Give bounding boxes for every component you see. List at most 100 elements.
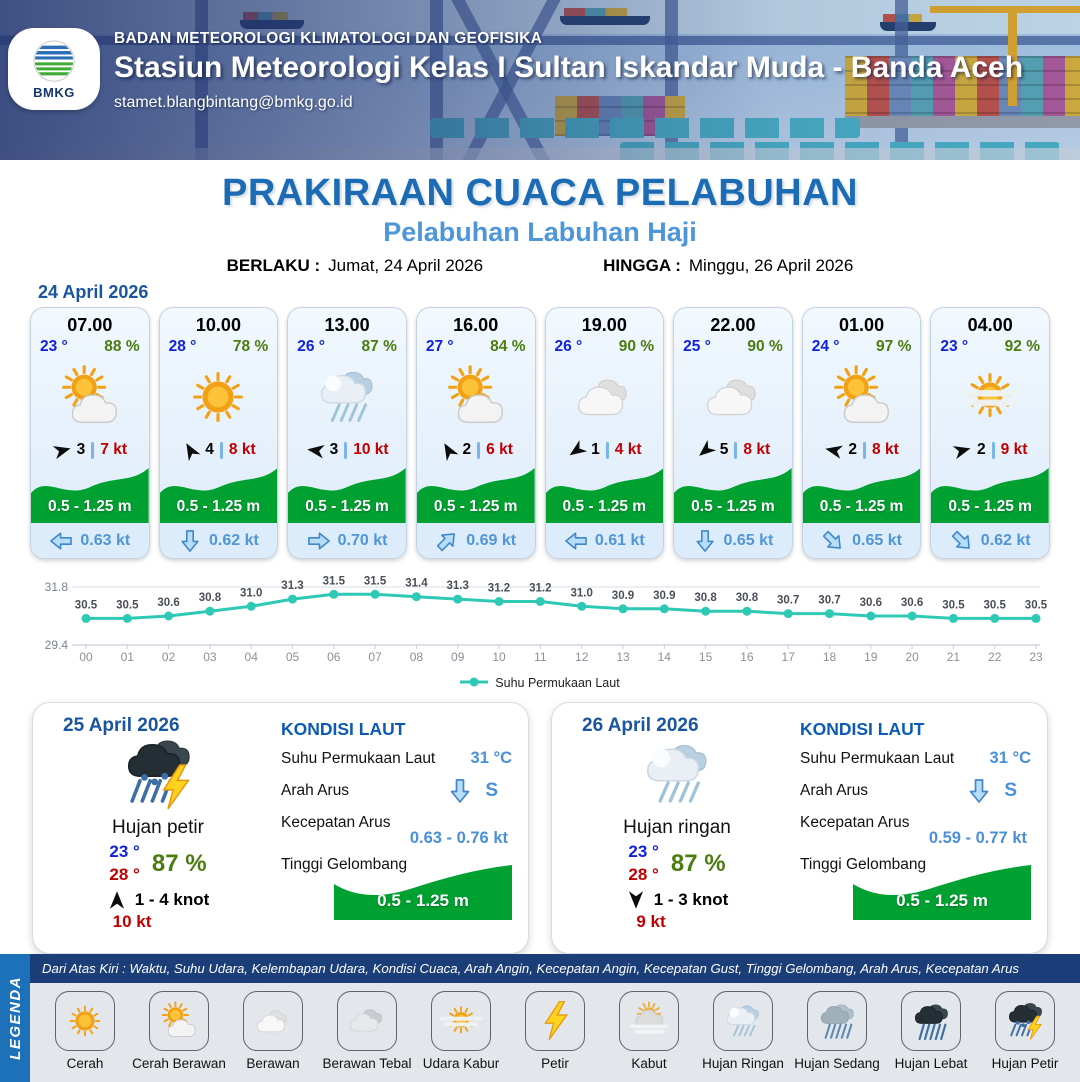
current-direction-value: S <box>485 780 498 801</box>
svg-text:30.8: 30.8 <box>694 592 717 604</box>
legend-item-berawan: Berawan <box>228 991 318 1071</box>
current-speed-label: Kecepatan Arus <box>800 814 910 831</box>
wind-row: 1 4 kt <box>546 438 664 462</box>
humidity: 87 % <box>361 338 397 355</box>
forecast-time: 01.00 <box>839 315 885 335</box>
title-section: PRAKIRAAN CUACA PELABUHAN Pelabuhan Labu… <box>0 160 1080 276</box>
udara-kabur-icon <box>931 356 1049 438</box>
daily-panel-1: 25 April 2026 Hujan petir 23 ° 28 ° 87 %… <box>32 702 529 954</box>
wind-direction-icon <box>178 437 204 463</box>
wind-direction-icon <box>304 439 325 460</box>
bmkg-logo: BMKG <box>8 28 100 110</box>
legend-vertical-stripe: LEGENDA <box>0 954 30 1082</box>
svg-text:31.2: 31.2 <box>488 583 510 595</box>
svg-text:09: 09 <box>451 650 465 664</box>
current-direction-icon <box>564 530 588 552</box>
wind-speed: 2 <box>462 441 472 458</box>
air-temperature: 27 ° <box>425 338 454 355</box>
current-direction-icon <box>49 530 73 552</box>
legend-item-label: Petir <box>541 1056 569 1071</box>
svg-text:04: 04 <box>245 650 259 664</box>
temp-humidity-row: 24 ° 97 % <box>803 336 921 356</box>
wind-speed: 3 <box>76 441 86 458</box>
sst-label: Suhu Permukaan Laut <box>281 749 436 767</box>
current-row: 0.69 kt <box>416 523 535 558</box>
daily-condition: Hujan ringan <box>623 817 731 838</box>
legend-item-label: Berawan Tebal <box>322 1056 412 1071</box>
svg-text:06: 06 <box>327 650 341 664</box>
forecast-card-07.00: 07.00 23 ° 88 % 3 7 kt 0.5 - 1.25 m 0.63… <box>30 307 150 559</box>
svg-text:31.5: 31.5 <box>323 575 346 587</box>
daily-panel-2: 26 April 2026 Hujan ringan 23 ° 28 ° 87 … <box>551 702 1048 954</box>
temp-humidity-row: 26 ° 87 % <box>288 336 406 356</box>
daily-date: 26 April 2026 <box>582 715 699 736</box>
forecast-time: 19.00 <box>581 315 627 335</box>
svg-text:10: 10 <box>492 650 506 664</box>
wind-speed: 4 <box>205 441 214 458</box>
forecast-card-13.00: 13.00 26 ° 87 % 3 10 kt 0.5 - 1.25 m 0.7… <box>287 307 407 559</box>
daily-date: 25 April 2026 <box>63 715 180 736</box>
gust-divider <box>477 441 481 459</box>
legend-item-hujan-sedang: Hujan Sedang <box>792 991 882 1071</box>
daily-wind: 1 - 4 knot <box>107 890 209 910</box>
air-temperature: 23 ° <box>940 338 969 355</box>
wave-height: 0.5 - 1.25 m <box>562 498 647 515</box>
legend-item-hujan-lebat: Hujan Lebat <box>886 991 976 1071</box>
forecast-time: 22.00 <box>710 315 756 335</box>
legend-item-label: Hujan Ringan <box>702 1056 784 1071</box>
temp-max: 28 ° <box>109 864 140 884</box>
forecast-card-01.00: 01.00 24 ° 97 % 2 8 kt 0.5 - 1.25 m 0.65… <box>801 307 922 559</box>
current-speed: 0.62 kt <box>209 531 259 549</box>
cerah-berawan-icon <box>149 991 209 1051</box>
wave-height-band: 0.5 - 1.25 m <box>674 463 792 523</box>
humidity: 84 % <box>490 338 526 355</box>
wind-direction-icon <box>51 438 74 461</box>
svg-text:30.9: 30.9 <box>653 590 675 602</box>
current-row: 0.62 kt <box>159 523 278 558</box>
wave-height: 0.5 - 1.25 m <box>691 498 775 515</box>
svg-text:30.7: 30.7 <box>777 595 799 607</box>
wave-height-label: Tinggi Gelombang <box>800 856 927 873</box>
svg-text:31.3: 31.3 <box>281 580 303 592</box>
wind-direction-icon <box>951 438 974 461</box>
forecast-time: 13.00 <box>324 315 370 335</box>
temp-humidity-row: 25 ° 90 % <box>674 336 792 356</box>
forecast-card-16.00: 16.00 27 ° 84 % 2 6 kt 0.5 - 1.25 m 0.69… <box>415 307 536 559</box>
svg-text:12: 12 <box>575 650 589 664</box>
wave-height: 0.5 - 1.25 m <box>176 498 261 515</box>
humidity: 90 % <box>747 338 783 355</box>
valid-until: HINGGA : Minggu, 26 April 2026 <box>603 256 854 275</box>
humidity: 90 % <box>618 338 655 355</box>
current-row: 0.65 kt <box>674 523 792 558</box>
legend-description: Dari Atas Kiri : Waktu, Suhu Udara, Kele… <box>30 954 1080 983</box>
svg-text:31.3: 31.3 <box>447 580 469 592</box>
udara-kabur-icon <box>431 991 491 1051</box>
air-temperature: 28 ° <box>168 338 197 355</box>
legend-item-label: Kabut <box>631 1056 667 1071</box>
temp-humidity-row: 23 ° 92 % <box>931 336 1049 356</box>
legend-item-udara-kabur: Udara Kabur <box>416 991 506 1071</box>
valid-from: BERLAKU : Jumat, 24 April 2026 <box>226 256 484 275</box>
gust-speed: 8 kt <box>228 441 256 458</box>
daily-summary: 26 April 2026 Hujan ringan 23 ° 28 ° 87 … <box>568 715 786 941</box>
sea-conditions-heading: KONDISI LAUT <box>281 719 406 739</box>
daily-wind-range: 1 - 3 knot <box>653 889 729 909</box>
current-direction-icon <box>431 524 464 557</box>
legend-item-hujan-ringan: Hujan Ringan <box>698 991 788 1071</box>
hujan-petir-icon <box>113 731 203 817</box>
svg-text:31.4: 31.4 <box>405 578 428 590</box>
svg-text:30.5: 30.5 <box>116 599 139 611</box>
current-speed: 0.65 kt <box>723 531 774 549</box>
sst-row: Suhu Permukaan Laut 31 °C <box>800 749 1031 768</box>
berawan-tebal-icon <box>337 991 397 1051</box>
humidity: 88 % <box>104 338 140 355</box>
current-direction-icon <box>817 524 850 557</box>
svg-text:31.0: 31.0 <box>571 587 593 599</box>
temp-humidity-row: 27 ° 84 % <box>417 336 535 356</box>
wave-height: 0.5 - 1.25 m <box>305 498 389 515</box>
legend-item-label: Hujan Petir <box>991 1056 1059 1071</box>
svg-text:30.6: 30.6 <box>860 597 882 609</box>
wind-speed: 2 <box>848 441 858 458</box>
header-banner: BMKG BADAN METEOROLOGI KLIMATOLOGI DAN G… <box>0 0 1080 160</box>
forecast-card-19.00: 19.00 26 ° 90 % 1 4 kt 0.5 - 1.25 m 0.61… <box>544 307 665 559</box>
